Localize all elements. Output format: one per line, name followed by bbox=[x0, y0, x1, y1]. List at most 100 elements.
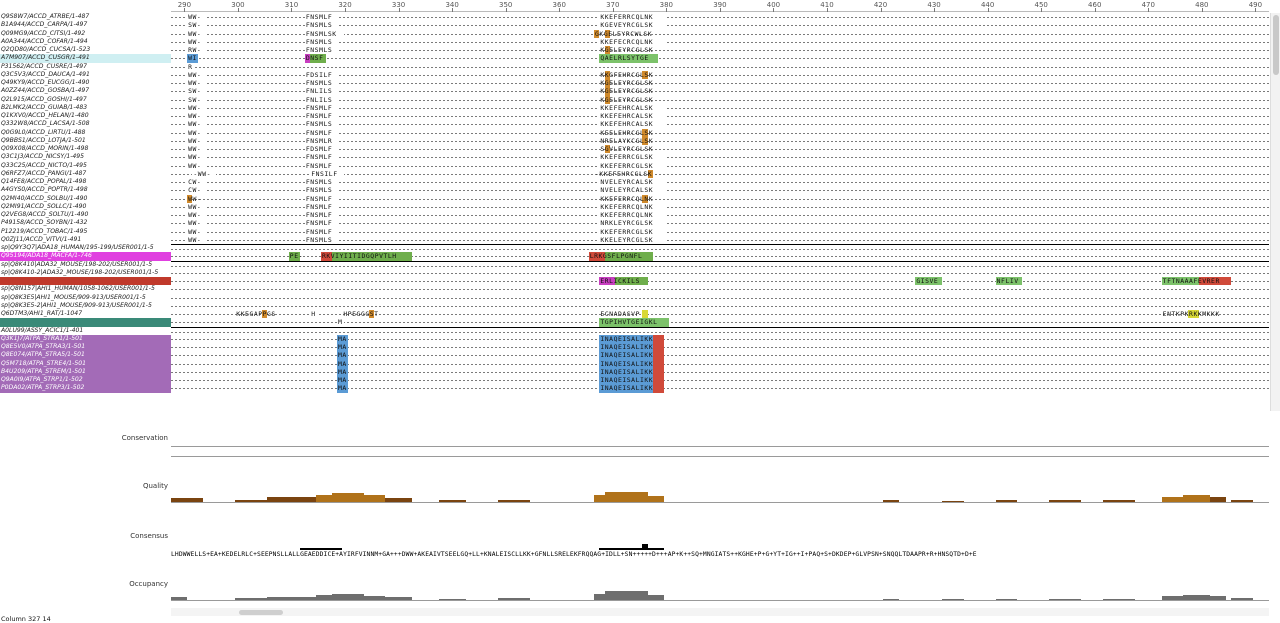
sequence-row[interactable] bbox=[171, 301, 1269, 310]
sequence-row[interactable]: WW- FNSMLF KKEFERRCGLSK bbox=[171, 161, 1269, 170]
sequence-row[interactable]: MA INAQEISALIKK bbox=[171, 384, 1269, 393]
sequence-name[interactable]: sp|Q8K410-2|ADA32_MOUSE/198-202/USER001/… bbox=[0, 268, 171, 277]
vertical-scrollbar[interactable] bbox=[1270, 13, 1280, 411]
sequence-name[interactable]: A7M907/ACCD_CUSGR/1-491 bbox=[0, 54, 171, 63]
sequence-name[interactable]: Q09MG9/ACCD_CITSI/1-492 bbox=[0, 29, 171, 38]
sequence-name[interactable]: Q9BBS1/ACCD_LOTJA/1-501 bbox=[0, 136, 171, 145]
sequence-name[interactable]: B1A944/ACCD_CARPA/1-497 bbox=[0, 21, 171, 30]
sequence-name[interactable]: Q2MI91/ACCD_SOLLC/1-490 bbox=[0, 202, 171, 211]
sequence-row[interactable]: WW- FDSILF KKGFEHRCGLSK bbox=[171, 70, 1269, 79]
sequence-name[interactable]: Q2QD80/ACCD_CUCSA/1-523 bbox=[0, 46, 171, 55]
sequence-name[interactable]: Q9A0I9/ATPA_STRP1/1-502 bbox=[0, 376, 171, 385]
sequence-name[interactable]: Q0G9L0/ACCD_LIRTU/1-488 bbox=[0, 128, 171, 137]
sequence-name[interactable]: Q2GK54/ASSY_ANAPZ/1-407 bbox=[0, 318, 171, 327]
sequence-name[interactable]: Q14FE8/ACCD_POPAL/1-498 bbox=[0, 178, 171, 187]
sequence-row[interactable]: WW- FNSMLF KKEFERRCQLNK bbox=[171, 194, 1269, 203]
sequence-name[interactable]: Q95194/ADA18_MACFA/1-746 bbox=[0, 252, 171, 261]
sequence-name[interactable]: Q1KXV0/ACCD_HELAN/1-480 bbox=[0, 112, 171, 121]
sequence-row[interactable]: SW- FNSMLS KGEVEYRCGLSK bbox=[171, 21, 1269, 30]
sequence-name[interactable]: Q6DTM3/AHI1_RAT/1-1047 bbox=[0, 310, 171, 319]
sequence-row[interactable]: WW- FNSMLF KKEFERRCQLNK bbox=[171, 13, 1269, 22]
sequence-name[interactable]: sp|Q8N157|AHI1_HUMAN/1058-1062/USER001/1… bbox=[0, 285, 171, 294]
column-ruler[interactable]: 290 300 310 320 330 340 350 360 370 380 390 400 410 4… bbox=[171, 0, 1269, 12]
sequence-row[interactable]: CW- FNSMLS NVELEYRCALSK bbox=[171, 186, 1269, 195]
sequence-row[interactable]: MA INAQEISALIKK bbox=[171, 367, 1269, 376]
sequence-row[interactable]: WW- FNSMLF KEELEHRCGLSK bbox=[171, 128, 1269, 137]
sequence-row[interactable] bbox=[171, 268, 1269, 277]
sequence-name[interactable]: sp|Q9Y3Q7|ADA18_HUMAN/195-199/USER001/1-… bbox=[0, 244, 171, 253]
sequence-row[interactable]: MA INAQEISALIKK bbox=[171, 376, 1269, 385]
sequence-name[interactable]: B2LMK2/ACCD_GUIAB/1-483 bbox=[0, 103, 171, 112]
sequence-row[interactable] bbox=[171, 293, 1269, 302]
sequence-name[interactable]: Q2L915/ACCD_GOSHI/1-497 bbox=[0, 95, 171, 104]
sequence-row[interactable]: WW- FNSMLR NRELAYKCGLSK bbox=[171, 136, 1269, 145]
sequence-name[interactable]: Q0ZJ11/ACCD_VITVI/1-491 bbox=[0, 235, 171, 244]
sequence-name[interactable]: sp|Q8K3E5-2|AHI1_MOUSE/909-913/USER001/1… bbox=[0, 301, 171, 310]
sequence-name[interactable]: Q332W8/ACCD_LACSA/1-508 bbox=[0, 120, 171, 129]
sequence-name[interactable]: Q3K1J7/ATPA_STRA1/1-501 bbox=[0, 334, 171, 343]
sequence-name[interactable]: A0A344/ACCD_COFAR/1-494 bbox=[0, 37, 171, 46]
sequence-name[interactable]: Q09X08/ACCD_MORIN/1-498 bbox=[0, 145, 171, 154]
horizontal-scroll-thumb[interactable] bbox=[239, 610, 283, 615]
sequence-row[interactable]: WW- FNSMLF KKEFERRCGLSK bbox=[171, 153, 1269, 162]
sequence-row[interactable]: KKEGAPPGS H HPEGGGST ECNADASVP ENTKPKRKKMKKK bbox=[171, 310, 1269, 319]
sequence-row[interactable]: MA INAQEISALIKK bbox=[171, 343, 1269, 352]
sequence-name[interactable]: A4GYS0/ACCD_POPTR/1-498 bbox=[0, 186, 171, 195]
sequence-name[interactable]: sp|Q8K3E5|AHI1_MOUSE/909-913/USER001/1-5 bbox=[0, 293, 171, 302]
sequence-row[interactable] bbox=[171, 326, 1269, 335]
sequence-row[interactable]: WW- FNSMLF KKEFERRCQLNK bbox=[171, 211, 1269, 220]
sequence-row[interactable]: SW- FNLILS KGELEYRCGLSK bbox=[171, 87, 1269, 96]
sequence-name[interactable]: A0LU99/ASSY_ACIC1/1-401 bbox=[0, 326, 171, 335]
sequence-row[interactable]: WW- FNSMLF KKEFEHRCALSK bbox=[171, 103, 1269, 112]
sequence-row[interactable] bbox=[171, 285, 1269, 294]
sequence-name[interactable]: P31562/ACCD_CUSRE/1-497 bbox=[0, 62, 171, 71]
sequence-row[interactable]: R bbox=[171, 62, 1269, 71]
sequence-row[interactable]: WW- FNSMLF KKEFERRCGLSK bbox=[171, 227, 1269, 236]
sequence-row[interactable]: MA INAQEISALIKK bbox=[171, 334, 1269, 343]
sequence-row[interactable] bbox=[171, 244, 1269, 253]
sequence-row[interactable]: PE- RKVIYIITIDGQPVTLH LRKGSFLPGNFL bbox=[171, 252, 1269, 261]
sequence-row[interactable]: WW- FNSMLS KKEFECRCQLNK bbox=[171, 37, 1269, 46]
sequence-row[interactable]: SW- FNLILS KGELEYRCGLSK bbox=[171, 95, 1269, 104]
sequence-name[interactable]: Q6RFZ7/ACCD_PANGI/1-487 bbox=[0, 169, 171, 178]
sequence-row[interactable] bbox=[171, 260, 1269, 269]
sequence-row[interactable]: MA INAQEISALIKK bbox=[171, 351, 1269, 360]
sequence-row[interactable]: WW- FDSMLF SGVLEYRCGLSK bbox=[171, 145, 1269, 154]
sequence-name[interactable]: A0ZZ44/ACCD_GOSBA/1-497 bbox=[0, 87, 171, 96]
sequence-name[interactable]: Q3C1J3/ACCD_NICSY/1-495 bbox=[0, 153, 171, 162]
sequence-row[interactable]: CW- FNSMLS NVELEYRCALSK bbox=[171, 178, 1269, 187]
sequence-name[interactable]: Q8E074/ATPA_STRA5/1-501 bbox=[0, 351, 171, 360]
sequence-name[interactable]: Q2MI40/ACCD_SOLBU/1-490 bbox=[0, 194, 171, 203]
sequence-row[interactable]: ERLICKILS GISVE NFLIV TFTNAAAFEVRER bbox=[171, 277, 1269, 286]
sequence-row[interactable]: MA INAQEISALIKK bbox=[171, 359, 1269, 368]
sequence-name[interactable]: Q3C5V3/ACCD_DAUCA/1-491 bbox=[0, 70, 171, 79]
sequence-row[interactable]: WW- FNSMLSK GKGELEYRCWLSK bbox=[171, 29, 1269, 38]
vertical-scroll-thumb[interactable] bbox=[1273, 15, 1279, 75]
sequence-alignment-panel[interactable]: WW- FNSMLF KKEFERRCQLNK SW- FNSMLS KGEVEYRCGL… bbox=[171, 13, 1269, 411]
sequence-row[interactable]: WW- FNSMLF KKEFEHRCALSK bbox=[171, 112, 1269, 121]
sequence-names-panel[interactable]: Q9S8W7/ACCD_ATRBE/1-487 B1A944/ACCD_CARPA… bbox=[0, 13, 171, 411]
sequence-name[interactable]: Q33C25/ACCD_NICTO/1-495 bbox=[0, 161, 171, 170]
sequence-row[interactable]: WW- FNSMLS KKELEYRCGLSK bbox=[171, 235, 1269, 244]
ruler-tick bbox=[505, 8, 507, 12]
sequence-row[interactable]: WW- FNSMLF NRKLEYRCGLSK bbox=[171, 219, 1269, 228]
sequence-name[interactable]: P0DA02/ATPA_STRP3/1-502 bbox=[0, 384, 171, 393]
horizontal-scrollbar[interactable] bbox=[171, 608, 1269, 616]
sequence-row[interactable]: WW- FNSMLS KGELEYRCGLSK bbox=[171, 79, 1269, 88]
sequence-name[interactable]: B4U209/ATPA_STREM/1-501 bbox=[0, 367, 171, 376]
sequence-row[interactable]: -WW- FNSILF -KKEFEHRCGLSK bbox=[171, 169, 1269, 178]
sequence-name[interactable]: Q8E5V0/ATPA_STRA3/1-501 bbox=[0, 343, 171, 352]
sequence-row[interactable]: RW- FNSMLS KGELEYRCGLSK bbox=[171, 46, 1269, 55]
sequence-name[interactable]: Q9S8W7/ACCD_ATRBE/1-487 bbox=[0, 13, 171, 22]
sequence-name[interactable]: Q8NHP3/ADA32_HUMAN/1-787 bbox=[0, 277, 171, 286]
sequence-name[interactable]: Q49KY9/ACCD_EUCGG/1-490 bbox=[0, 79, 171, 88]
sequence-row[interactable]: WI DNSF QAELRLSYTGE bbox=[171, 54, 1269, 63]
sequence-name[interactable]: P49158/ACCD_SOYBN/1-432 bbox=[0, 219, 171, 228]
sequence-name[interactable]: Q5M718/ATPA_STRE4/1-501 bbox=[0, 359, 171, 368]
sequence-row[interactable]: M TGPIHVTGEIGKL bbox=[171, 318, 1269, 327]
sequence-name[interactable]: sp|Q8K410|ADA32_MOUSE/198-202/USER001/1-… bbox=[0, 260, 171, 269]
sequence-name[interactable]: P12219/ACCD_TOBAC/1-495 bbox=[0, 227, 171, 236]
sequence-name[interactable]: Q2VEG8/ACCD_SOLTU/1-490 bbox=[0, 211, 171, 220]
sequence-row[interactable]: WW- FNSMLF KKEFERRCQLNK bbox=[171, 202, 1269, 211]
sequence-row[interactable]: WW- FNSMLS KKEFEHRCALSK bbox=[171, 120, 1269, 129]
